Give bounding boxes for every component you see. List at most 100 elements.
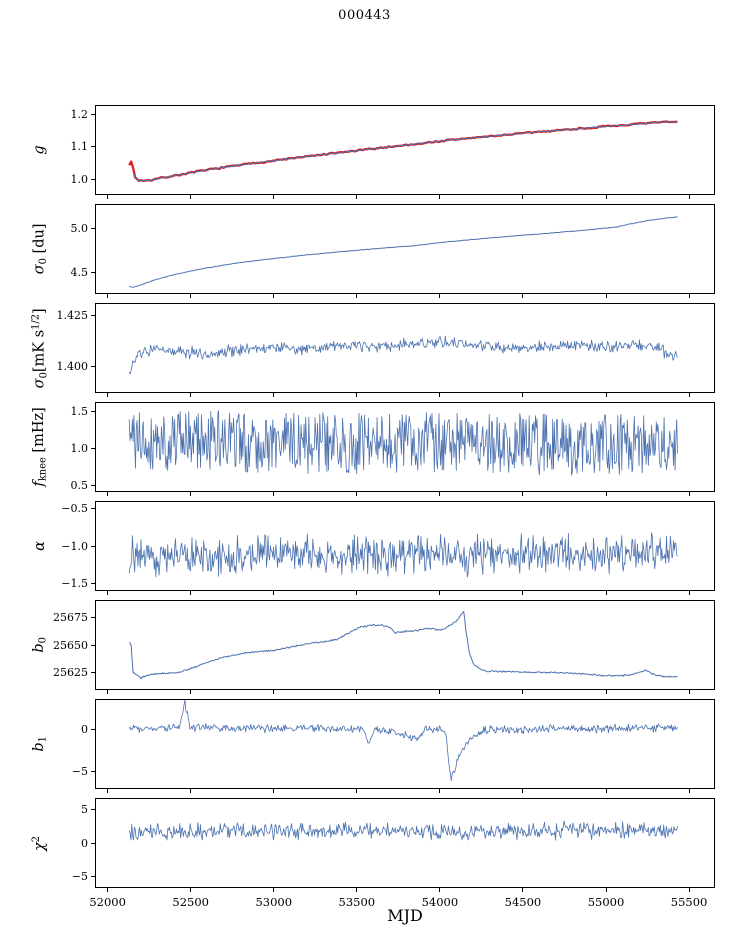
y-tick-label: 5.0	[70, 222, 89, 236]
x-tick-mark	[688, 393, 690, 397]
line-plot-sigma0-mk	[128, 335, 678, 375]
x-tick-mark	[356, 492, 358, 496]
y-axis-label-part: f	[31, 481, 48, 487]
x-tick-mark	[107, 690, 109, 694]
x-tick-mark	[688, 492, 690, 496]
y-tick-mark	[91, 842, 95, 844]
y-tick-label: −1.0	[61, 539, 88, 553]
x-tick-mark	[107, 294, 109, 298]
x-tick-mark	[439, 393, 441, 397]
x-tick-mark	[190, 393, 192, 397]
y-tick-label: −5	[71, 870, 88, 884]
x-tick-mark	[190, 888, 192, 892]
y-tick-mark	[91, 583, 95, 585]
x-tick-mark	[190, 195, 192, 199]
series-fknee	[128, 410, 678, 476]
y-axis-label-part: 0	[38, 371, 50, 379]
panel-fknee	[95, 402, 715, 492]
x-tick-mark	[273, 195, 275, 199]
x-tick-mark	[273, 393, 275, 397]
y-tick-label: −5	[71, 765, 88, 779]
x-tick-mark	[439, 591, 441, 595]
series-alpha	[128, 532, 678, 578]
y-axis-label-alpha: α	[32, 541, 48, 551]
y-axis-label-part: 1/2	[30, 313, 42, 330]
x-tick-mark	[439, 294, 441, 298]
x-tick-mark	[273, 888, 275, 892]
x-tick-mark	[522, 591, 524, 595]
x-tick-label: 54500	[504, 895, 542, 909]
x-tick-mark	[439, 492, 441, 496]
x-tick-label: 54000	[421, 895, 459, 909]
x-tick-label: 55500	[670, 895, 708, 909]
x-tick-mark	[688, 690, 690, 694]
y-tick-label: 25625	[53, 666, 88, 679]
figure-title: 000443	[338, 8, 391, 23]
x-tick-mark	[605, 393, 607, 397]
x-tick-mark	[273, 789, 275, 793]
series-b0	[128, 611, 678, 680]
x-tick-mark	[273, 591, 275, 595]
x-tick-mark	[688, 888, 690, 892]
x-tick-mark	[688, 195, 690, 199]
y-tick-mark	[91, 808, 95, 810]
x-tick-label: 52500	[172, 895, 209, 909]
x-tick-mark	[522, 888, 524, 892]
x-tick-mark	[688, 294, 690, 298]
x-tick-mark	[356, 690, 358, 694]
x-tick-mark	[190, 690, 192, 694]
line-plot-chi2	[128, 820, 678, 841]
x-tick-mark	[522, 492, 524, 496]
y-tick-label: 1.0	[70, 441, 89, 455]
x-tick-mark	[190, 789, 192, 793]
y-axis-label-part: b	[31, 742, 48, 752]
panel-g	[95, 105, 715, 195]
x-tick-mark	[605, 294, 607, 298]
y-tick-mark	[91, 728, 95, 730]
series-sigma0-mk	[128, 335, 678, 375]
x-tick-mark	[107, 591, 109, 595]
x-tick-mark	[190, 492, 192, 496]
line-plot-alpha	[128, 532, 678, 578]
x-tick-mark	[107, 888, 109, 892]
y-axis-label-part: 0	[37, 637, 49, 644]
x-tick-mark	[605, 690, 607, 694]
x-tick-mark	[688, 789, 690, 793]
y-tick-mark	[91, 672, 95, 673]
x-tick-mark	[522, 393, 524, 397]
y-tick-label: −1.5	[61, 577, 88, 591]
x-tick-mark	[356, 591, 358, 595]
panel-chi2	[95, 798, 715, 888]
y-tick-mark	[91, 771, 95, 773]
y-tick-mark	[91, 228, 95, 230]
panel-sigma0-du	[95, 204, 715, 294]
y-tick-label: 1.0	[70, 172, 89, 186]
y-axis-label-wrap: α	[22, 501, 58, 591]
x-tick-mark	[107, 789, 109, 793]
x-tick-mark	[605, 789, 607, 793]
x-tick-mark	[273, 492, 275, 496]
x-tick-mark	[605, 591, 607, 595]
y-axis-label-wrap: b1	[22, 699, 58, 789]
y-tick-label: 1.1	[70, 140, 89, 154]
y-axis-label-part: 1	[37, 736, 49, 743]
line-plot-b0	[128, 611, 678, 680]
x-tick-mark	[522, 294, 524, 298]
y-tick-mark	[91, 365, 95, 367]
panel-alpha	[95, 501, 715, 591]
line-plot-b1	[128, 700, 678, 782]
x-tick-mark	[605, 195, 607, 199]
x-tick-mark	[605, 492, 607, 496]
y-tick-mark	[91, 507, 95, 509]
series-chi2	[128, 820, 678, 841]
x-tick-mark	[439, 789, 441, 793]
y-tick-mark	[91, 314, 95, 316]
y-tick-label: 0.5	[70, 478, 89, 492]
y-axis-label-wrap: χ2	[22, 798, 58, 888]
x-tick-mark	[688, 591, 690, 595]
panel-b1	[95, 699, 715, 789]
y-tick-label: 4.5	[70, 266, 89, 280]
x-axis-label: MJD	[387, 906, 423, 925]
series-sigma0-du	[129, 216, 678, 288]
